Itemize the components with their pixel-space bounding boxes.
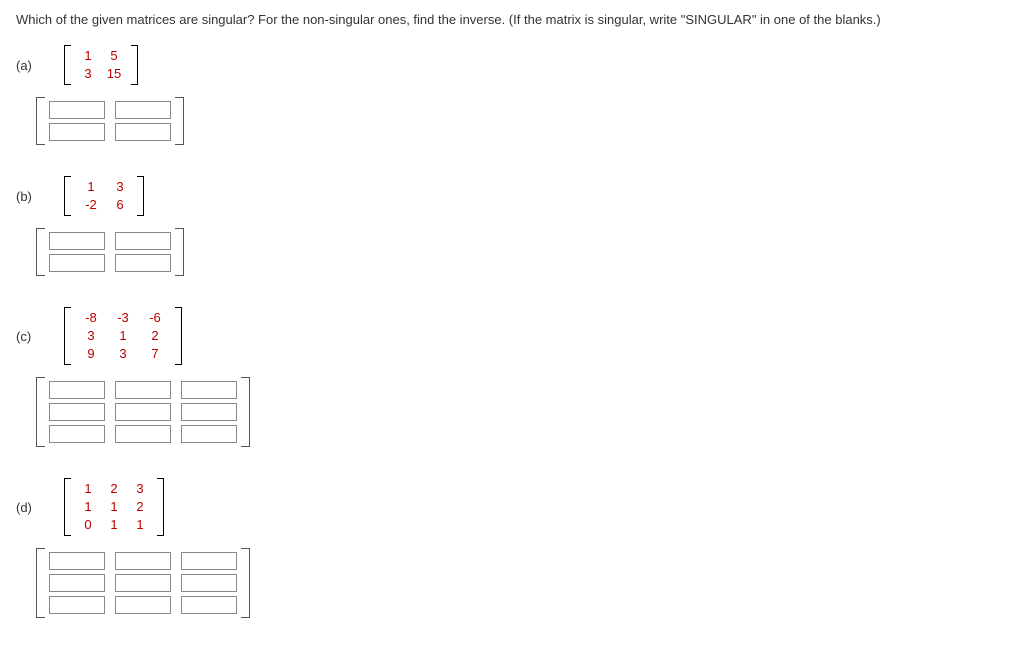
answer-d-input[interactable] (115, 552, 171, 570)
answer-b-input[interactable] (49, 232, 105, 250)
matrix-c-cell: -6 (139, 309, 171, 327)
matrix-d-cell: 2 (101, 480, 127, 498)
answer-a-input[interactable] (49, 123, 105, 141)
answer-c-input[interactable] (181, 403, 237, 421)
matrix-c-cell: 9 (75, 345, 107, 363)
answer-d-input[interactable] (49, 596, 105, 614)
answer-d-input[interactable] (181, 596, 237, 614)
part-c: (c) -8 -3 -6 3 1 2 9 3 7 (16, 307, 1008, 450)
matrix-d: 1 2 3 1 1 2 0 1 1 (64, 478, 164, 536)
answer-a-input[interactable] (115, 123, 171, 141)
matrix-d-cell: 2 (127, 498, 153, 516)
answer-c-input[interactable] (115, 403, 171, 421)
matrix-b-cell: -2 (75, 196, 107, 214)
part-c-label: (c) (16, 329, 46, 344)
matrix-b-cell: 1 (75, 178, 107, 196)
answer-c-input[interactable] (49, 425, 105, 443)
matrix-a-cell: 1 (75, 47, 101, 65)
matrix-c-cell: -3 (107, 309, 139, 327)
matrix-c-cell: 2 (139, 327, 171, 345)
matrix-c-cell: 3 (75, 327, 107, 345)
answer-b-input[interactable] (49, 254, 105, 272)
answer-a-input[interactable] (49, 101, 105, 119)
matrix-d-cell: 1 (75, 498, 101, 516)
matrix-c: -8 -3 -6 3 1 2 9 3 7 (64, 307, 182, 365)
answer-c-input[interactable] (181, 381, 237, 399)
answer-a-input[interactable] (115, 101, 171, 119)
matrix-a-cell: 3 (75, 65, 101, 83)
matrix-c-cell: 1 (107, 327, 139, 345)
answer-d-input[interactable] (181, 574, 237, 592)
matrix-a-cell: 15 (101, 65, 127, 83)
matrix-d-cell: 0 (75, 516, 101, 534)
part-b: (b) 1 3 -2 6 (16, 176, 1008, 279)
matrix-c-cell: 3 (107, 345, 139, 363)
matrix-c-cell: 7 (139, 345, 171, 363)
answer-b-input[interactable] (115, 254, 171, 272)
question-text: Which of the given matrices are singular… (16, 12, 1008, 27)
answer-c-input[interactable] (181, 425, 237, 443)
part-d: (d) 1 2 3 1 1 2 0 1 1 (16, 478, 1008, 621)
matrix-d-cell: 1 (101, 516, 127, 534)
matrix-d-cell: 1 (101, 498, 127, 516)
answer-matrix-d (36, 548, 250, 618)
answer-c-input[interactable] (49, 403, 105, 421)
part-a-label: (a) (16, 58, 46, 73)
part-d-label: (d) (16, 500, 46, 515)
matrix-c-cell: -8 (75, 309, 107, 327)
answer-d-input[interactable] (49, 552, 105, 570)
matrix-a-cell: 5 (101, 47, 127, 65)
matrix-b-cell: 6 (107, 196, 133, 214)
part-b-label: (b) (16, 189, 46, 204)
matrix-b: 1 3 -2 6 (64, 176, 144, 216)
part-a: (a) 1 5 3 15 (16, 45, 1008, 148)
matrix-a: 1 5 3 15 (64, 45, 138, 85)
matrix-d-cell: 3 (127, 480, 153, 498)
answer-matrix-c (36, 377, 250, 447)
answer-d-input[interactable] (49, 574, 105, 592)
answer-c-input[interactable] (115, 425, 171, 443)
answer-b-input[interactable] (115, 232, 171, 250)
answer-d-input[interactable] (115, 596, 171, 614)
answer-c-input[interactable] (115, 381, 171, 399)
answer-d-input[interactable] (115, 574, 171, 592)
matrix-d-cell: 1 (75, 480, 101, 498)
matrix-d-cell: 1 (127, 516, 153, 534)
matrix-b-cell: 3 (107, 178, 133, 196)
answer-matrix-a (36, 97, 184, 145)
answer-d-input[interactable] (181, 552, 237, 570)
answer-c-input[interactable] (49, 381, 105, 399)
answer-matrix-b (36, 228, 184, 276)
